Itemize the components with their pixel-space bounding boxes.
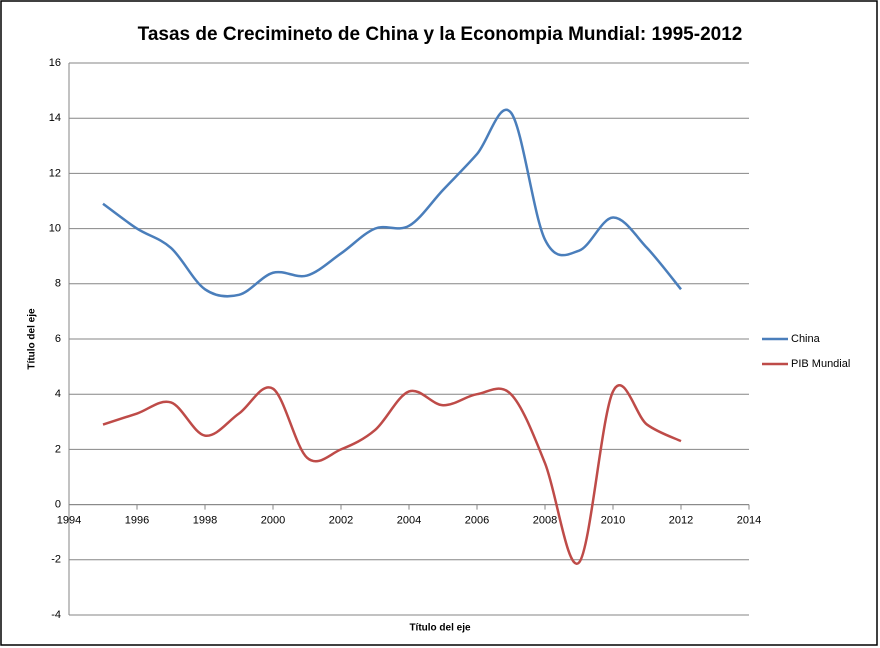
chart-title: Tasas de Crecimineto de China y la Econo…	[138, 24, 743, 45]
legend-label: PIB Mundial	[791, 358, 850, 370]
legend-label: China	[791, 333, 821, 345]
y-tick-label: 0	[55, 499, 61, 511]
x-tick-label: 2006	[465, 515, 489, 527]
x-tick-label: 2010	[601, 515, 625, 527]
y-tick-label: 6	[55, 333, 61, 345]
x-tick-label: 2012	[669, 515, 693, 527]
line-series	[102, 108, 682, 298]
y-tick-label: 4	[55, 388, 61, 400]
x-tick-label: 2004	[397, 515, 421, 527]
x-tick-label: 2000	[261, 515, 285, 527]
y-tick-label: 12	[49, 167, 61, 179]
x-tick-label: 1996	[125, 515, 149, 527]
y-tick-label: 10	[49, 223, 61, 235]
y-tick-label: 16	[49, 57, 61, 69]
x-tick-label: 2014	[737, 515, 761, 527]
line-series	[102, 384, 682, 565]
y-tick-label: -4	[51, 609, 61, 621]
y-tick-label: -2	[51, 554, 61, 566]
x-tick-label: 2008	[533, 515, 557, 527]
x-tick-label: 2002	[329, 515, 353, 527]
x-axis-title: Título del eje	[409, 623, 471, 634]
y-tick-label: 8	[55, 278, 61, 290]
y-tick-label: 2	[55, 443, 61, 455]
y-tick-label: 14	[49, 112, 61, 124]
x-tick-label: 1994	[57, 515, 81, 527]
x-tick-label: 1998	[193, 515, 217, 527]
y-axis-title: Título del eje	[27, 308, 38, 370]
